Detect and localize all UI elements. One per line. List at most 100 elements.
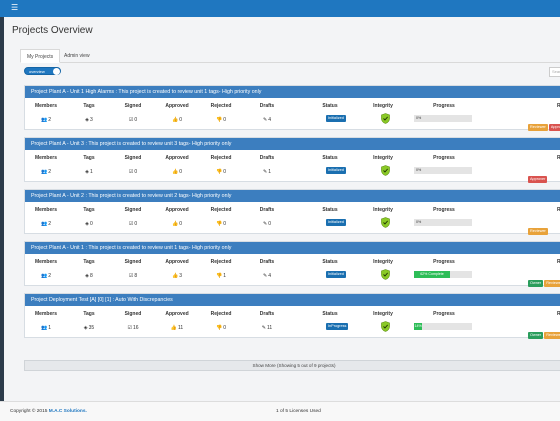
project-card[interactable]: Project Plant A - Unit 1 High Alarms : T… <box>24 85 560 131</box>
approved-cell: 👍11 <box>162 325 192 331</box>
project-title[interactable]: Project Plant A - Unit 1 : This project … <box>25 242 560 254</box>
members-count: 2 <box>48 169 51 175</box>
members-cell: 👥1 <box>31 325 61 331</box>
rejected-cell: 👎0 <box>206 325 236 331</box>
signed-icon: ☑ <box>128 117 134 123</box>
progress-bar: 14% <box>414 323 472 330</box>
members-count: 2 <box>48 273 51 279</box>
project-title[interactable]: Project Deployment Test [A] [0] [1] : Au… <box>25 294 560 306</box>
column-header: Progress <box>433 311 455 317</box>
column-header: Status <box>322 259 338 265</box>
role-badge: Reviewer <box>544 332 560 339</box>
column-header: Integrity <box>373 155 393 161</box>
thumbs-up-icon: 👍 <box>171 221 179 227</box>
column-header: Tags <box>83 259 95 265</box>
hamburger-icon[interactable]: ☰ <box>11 3 19 12</box>
rejected-count: 0 <box>223 117 226 123</box>
column-header: Ro <box>557 311 560 317</box>
approved-count: 0 <box>179 169 182 175</box>
column-header: Approved <box>165 259 189 265</box>
rejected-cell: 👎0 <box>206 221 236 227</box>
project-card[interactable]: Project Plant A - Unit 3 : This project … <box>24 137 560 183</box>
members-count: 2 <box>48 221 51 227</box>
sidebar-rail <box>0 17 4 421</box>
tab-my-projects[interactable]: My Projects <box>20 49 61 63</box>
role-badge: Reviewer <box>528 124 548 131</box>
users-icon: 👥 <box>40 117 48 123</box>
signed-count: 0 <box>134 169 138 175</box>
tab-bar: My Projects Admin view <box>20 49 560 63</box>
project-card[interactable]: Project Plant A - Unit 1 : This project … <box>24 241 560 289</box>
column-header: Approved <box>165 207 189 213</box>
column-header: Tags <box>83 311 95 317</box>
overview-toggle[interactable]: overview <box>24 67 61 75</box>
drafts-cell: ✎1 <box>252 169 282 175</box>
progress-bar: 0% <box>414 167 472 174</box>
role-badges: OwnerReviewer <box>528 271 560 289</box>
column-header: Progress <box>433 103 455 109</box>
tag-icon: ◈ <box>85 273 90 279</box>
approved-count: 0 <box>179 117 182 123</box>
column-header: Rejected <box>210 311 232 317</box>
column-header: Signed <box>124 311 142 317</box>
tag-icon: ◈ <box>83 325 88 331</box>
signed-cell: ☑16 <box>118 325 148 331</box>
top-navbar: ☰ <box>0 0 560 17</box>
column-header: Integrity <box>373 259 393 265</box>
main-content: Projects Overview My Projects Admin view… <box>4 17 560 401</box>
column-header: Tags <box>83 155 95 161</box>
drafts-cell: ✎0 <box>252 221 282 227</box>
signed-icon: ☑ <box>128 169 134 175</box>
column-header: Integrity <box>373 207 393 213</box>
progress-bar: 0% <box>414 219 472 226</box>
column-header: Status <box>322 207 338 213</box>
tags-cell: ◈1 <box>74 169 104 175</box>
tab-admin-view[interactable]: Admin view <box>64 53 90 59</box>
tags-cell: ◈8 <box>74 273 104 279</box>
pencil-icon: ✎ <box>263 169 268 175</box>
column-header: Approved <box>165 103 189 109</box>
members-count: 1 <box>48 325 51 331</box>
column-header: Rejected <box>210 103 232 109</box>
signed-count: 0 <box>134 117 138 123</box>
pencil-icon: ✎ <box>261 325 266 331</box>
progress-bar: 62% Complete <box>414 271 472 278</box>
project-card[interactable]: Project Plant A - Unit 2 : This project … <box>24 189 560 235</box>
project-title[interactable]: Project Plant A - Unit 2 : This project … <box>25 190 560 202</box>
column-header: Members <box>35 207 57 213</box>
column-header: Rejected <box>210 155 232 161</box>
column-header: Progress <box>433 207 455 213</box>
rejected-count: 0 <box>223 325 226 331</box>
show-more-button[interactable]: Show More (Showing 5 out of 9 projects) <box>24 360 560 371</box>
thumbs-down-icon: 👎 <box>215 325 223 331</box>
signed-count: 0 <box>134 221 138 227</box>
thumbs-down-icon: 👎 <box>215 221 223 227</box>
column-header: Signed <box>124 207 142 213</box>
column-header: Tags <box>83 207 95 213</box>
rejected-cell: 👎0 <box>206 117 236 123</box>
role-badge: Approver <box>548 124 560 131</box>
signed-count: 8 <box>134 273 138 279</box>
shield-check-icon <box>381 113 390 124</box>
search-input[interactable]: Search <box>549 67 560 77</box>
role-badge: Reviewer <box>544 280 560 287</box>
tag-icon: ◈ <box>85 117 90 123</box>
project-title[interactable]: Project Plant A - Unit 1 High Alarms : T… <box>25 86 560 98</box>
project-card[interactable]: Project Deployment Test [A] [0] [1] : Au… <box>24 293 560 341</box>
column-header: Progress <box>433 259 455 265</box>
members-cell: 👥2 <box>31 169 61 175</box>
project-title[interactable]: Project Plant A - Unit 3 : This project … <box>25 138 560 150</box>
approved-cell: 👍3 <box>162 273 192 279</box>
progress-bar: 0% <box>414 115 472 122</box>
brand-link[interactable]: M.A.C Solutions. <box>48 409 87 414</box>
column-header: Approved <box>165 311 189 317</box>
tags-count: 35 <box>88 325 95 331</box>
members-count: 2 <box>48 117 51 123</box>
drafts-cell: ✎4 <box>252 273 282 279</box>
role-badges: OwnerReviewer <box>528 323 560 341</box>
column-header: Members <box>35 311 57 317</box>
column-header: Ro <box>557 103 560 109</box>
role-badge: Owner <box>528 280 544 287</box>
signed-cell: ☑0 <box>118 221 148 227</box>
role-badge: Approver <box>528 176 548 183</box>
